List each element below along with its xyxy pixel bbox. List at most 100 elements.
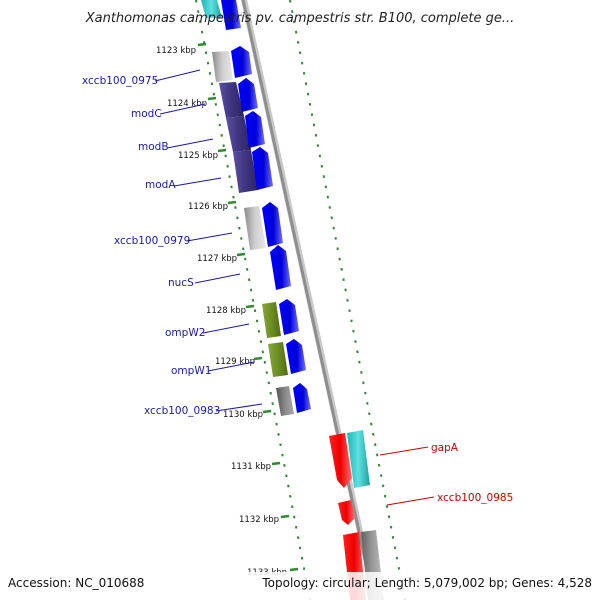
outer-ring-dot — [318, 154, 322, 158]
gene-label-modC[interactable]: modC — [131, 108, 162, 120]
outer-ring-dot — [306, 92, 310, 96]
cds-cyan-top[interactable] — [201, 0, 222, 18]
inner-ring-dot — [296, 536, 300, 540]
inner-ring-dot — [273, 412, 276, 416]
outer-ring-dot — [332, 226, 335, 230]
outer-ring-dot — [298, 51, 302, 55]
outer-ring-dot — [389, 525, 393, 529]
gene-arrow-xccb100_0985[interactable] — [338, 500, 355, 525]
cds-xccb100_0983[interactable] — [276, 386, 294, 416]
outer-dotted-ring — [289, 0, 406, 600]
inner-ring-dot — [261, 350, 265, 354]
gene-label-ompW1[interactable]: ompW1 — [171, 365, 211, 377]
outer-ring-dot — [385, 505, 389, 508]
outer-ring-dot — [362, 381, 365, 385]
inner-ring-dot — [293, 515, 296, 519]
inner-ring-dot — [302, 567, 306, 571]
outer-ring-dot — [320, 164, 324, 168]
gene-label-modA[interactable]: modA — [145, 179, 176, 191]
outer-ring-dot — [314, 133, 318, 137]
gene-label-xccb100_0985[interactable]: xccb100_0985 — [437, 492, 513, 504]
label-connectors — [154, 69, 435, 506]
outer-ring-dot — [336, 247, 339, 251]
accession-text: Accession: NC_010688 — [8, 576, 144, 590]
gene-arrow-ompW1[interactable] — [286, 339, 306, 374]
inner-ring-dot — [198, 20, 202, 24]
cds-ompW2[interactable] — [262, 302, 281, 338]
inner-ring-dot — [291, 505, 294, 509]
outer-ring-dot — [366, 401, 369, 405]
cds-modB[interactable] — [226, 116, 251, 152]
outer-ring-dot — [381, 484, 385, 488]
tick-label-1124: 1124 kbp — [167, 99, 207, 109]
outer-ring-dot — [370, 422, 373, 426]
kbp-tick-marks — [197, 42, 299, 572]
tick-label-1126: 1126 kbp — [188, 202, 228, 212]
outer-ring-dot — [296, 41, 300, 44]
tick-label-1129: 1129 kbp — [215, 357, 255, 367]
gene-label-gapA[interactable]: gapA — [431, 442, 459, 454]
gene-arrow-xccb100_0983[interactable] — [293, 383, 311, 413]
cds-xccb100_0975[interactable] — [212, 51, 233, 82]
tick-label-1132: 1132 kbp — [239, 515, 279, 525]
cds-modA[interactable] — [233, 150, 258, 193]
inner-ring-dot — [224, 154, 227, 158]
gene-arrow-top[interactable] — [221, 0, 241, 30]
gene-arrow-modA[interactable] — [252, 147, 273, 190]
outer-ring-dot — [338, 257, 341, 261]
gene-label-xccb100_0979[interactable]: xccb100_0979 — [114, 235, 190, 247]
inner-ring-dot — [253, 309, 257, 313]
cds-gapA[interactable] — [347, 430, 370, 488]
gene-arrow-modB[interactable] — [245, 111, 265, 148]
cds-modC[interactable] — [219, 82, 244, 118]
inner-ring-dot — [204, 51, 208, 55]
tick-label-1125: 1125 kbp — [178, 151, 218, 161]
cds-ompW1[interactable] — [268, 342, 288, 377]
gene-labels: xccb100_0975 modC modB modA xccb100_0979… — [82, 75, 513, 504]
outer-ring-dot — [344, 288, 347, 292]
gene-arrow-gapA[interactable] — [329, 433, 352, 488]
genome-title: Xanthomonas campestris pv. campestris st… — [85, 11, 515, 26]
gene-arrow-ompW2[interactable] — [279, 299, 299, 335]
gene-label-nucS[interactable]: nucS — [168, 277, 194, 289]
inner-ring-dot — [238, 226, 241, 230]
outer-ring-dot — [372, 432, 375, 436]
gene-arrow-nucS[interactable] — [270, 245, 291, 290]
inner-ring-dot — [218, 123, 221, 127]
gene-arrow-modC[interactable] — [238, 78, 258, 112]
outer-ring-dot — [377, 463, 381, 467]
tick-label-1123: 1123 kbp — [156, 46, 196, 56]
tick-label-1128: 1128 kbp — [206, 306, 246, 316]
inner-ring-dot — [263, 360, 267, 364]
outer-ring-dot — [387, 515, 391, 519]
gene-label-xccb100_0975[interactable]: xccb100_0975 — [82, 75, 158, 87]
outer-ring-dot — [328, 206, 331, 209]
inner-ring-dot — [271, 402, 274, 405]
gene-label-xccb100_0983[interactable]: xccb100_0983 — [144, 405, 220, 417]
outer-ring-dot — [364, 391, 367, 395]
inner-ring-dot — [281, 453, 284, 457]
outer-ring-dot — [330, 216, 333, 220]
outer-ring-dot — [356, 350, 359, 354]
gene-label-ompW2[interactable]: ompW2 — [165, 327, 205, 339]
footer-backdrop — [0, 572, 600, 600]
gene-arrow-xccb100_0979[interactable] — [262, 202, 283, 247]
inner-ring-dot — [267, 381, 270, 385]
inner-ring-dot — [208, 72, 212, 75]
inner-ring-dot — [251, 298, 255, 302]
inner-ring-dot — [287, 484, 290, 488]
outer-ring-dot — [352, 329, 355, 333]
inner-ring-dot — [214, 102, 218, 106]
inner-ring-dot — [232, 195, 235, 199]
inner-ring-dot — [228, 175, 231, 179]
inner-ring-dot — [212, 92, 216, 96]
gene-arrow-xccb100_0975[interactable] — [231, 46, 252, 78]
outer-ring-dot — [395, 556, 399, 560]
backbone-ring — [241, 0, 378, 600]
topology-text: Topology: circular; Length: 5,079,002 bp… — [261, 576, 592, 590]
gene-label-modB[interactable]: modB — [138, 141, 169, 153]
cds-xccb100_0979[interactable] — [244, 206, 266, 250]
inner-ring-dot — [300, 556, 304, 560]
outer-ring-dot — [322, 175, 326, 178]
